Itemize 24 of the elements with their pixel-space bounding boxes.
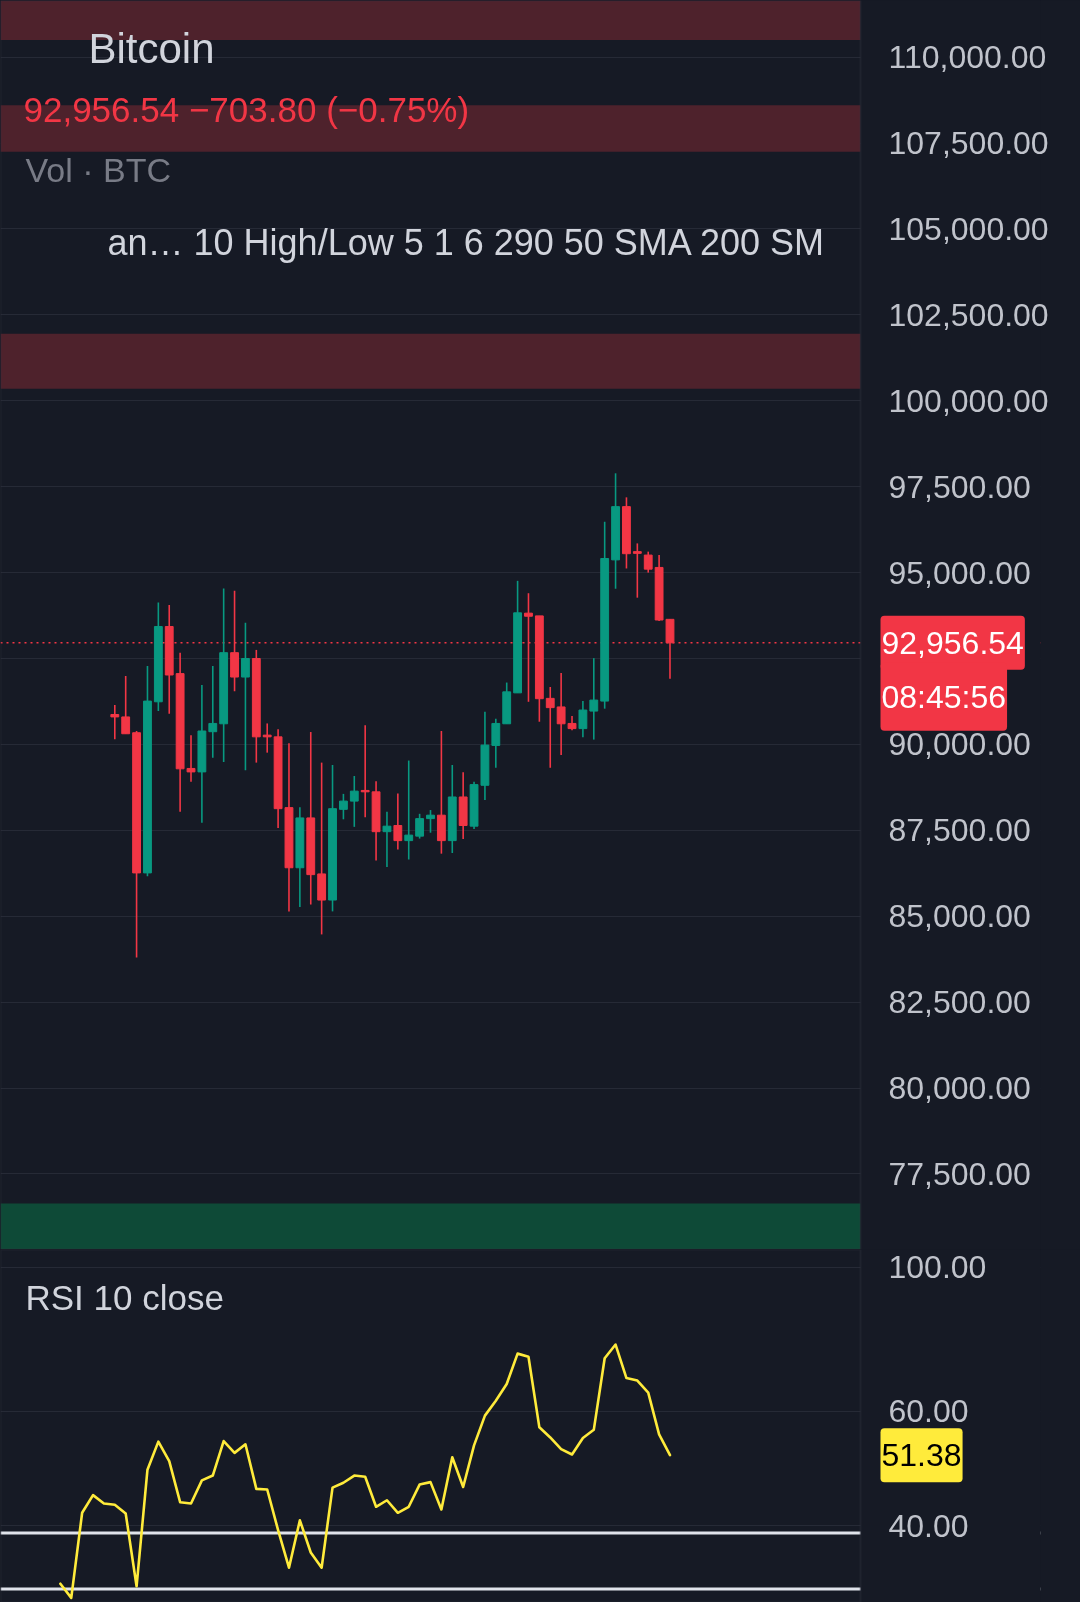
y-tick-label: 105,000.00 [888,211,1049,247]
ref-line-label: 92,956.54 [881,624,1024,661]
y-tick-label: 40.00 [888,1507,969,1544]
y-tick-label: 82,500.00 [888,984,1031,1021]
y-tick-label: 110,000.00 [888,39,1047,76]
text: RSI 10 close [25,1278,224,1317]
text: Bitcoin [88,25,215,72]
y-tick-label: 95,000.00 [888,554,1031,591]
y-tick-label: 77,500.00 [888,1155,1031,1192]
annotation: 08:45:56 [881,678,1007,715]
y-tick-label: 97,500.00 [888,468,1031,505]
text: 51.38 [881,1437,962,1474]
y-tick-label: 107,500.00 [888,125,1049,162]
y-tick-label: 90,000.00 [888,726,1031,763]
y-tick-label: 102,500.00 [888,296,1049,333]
annotation: Vol · BTC [25,150,171,189]
y-tick-label: 87,500.00 [888,812,1031,849]
y-tick-label: 60.00 [888,1393,969,1430]
y-tick-label: 80,000.00 [888,1070,1031,1107]
annotation: an… 10 High/Low 5 1 6 290 50 SMA 200 SM [107,222,824,263]
y-tick-label: 100.00 [888,1249,987,1286]
y-tick-label: 100,000.00 [888,382,1049,419]
text: 92,956.54 −703.80 (−0.75%) [23,90,470,129]
y-tick-label: 85,000.00 [888,898,1031,935]
